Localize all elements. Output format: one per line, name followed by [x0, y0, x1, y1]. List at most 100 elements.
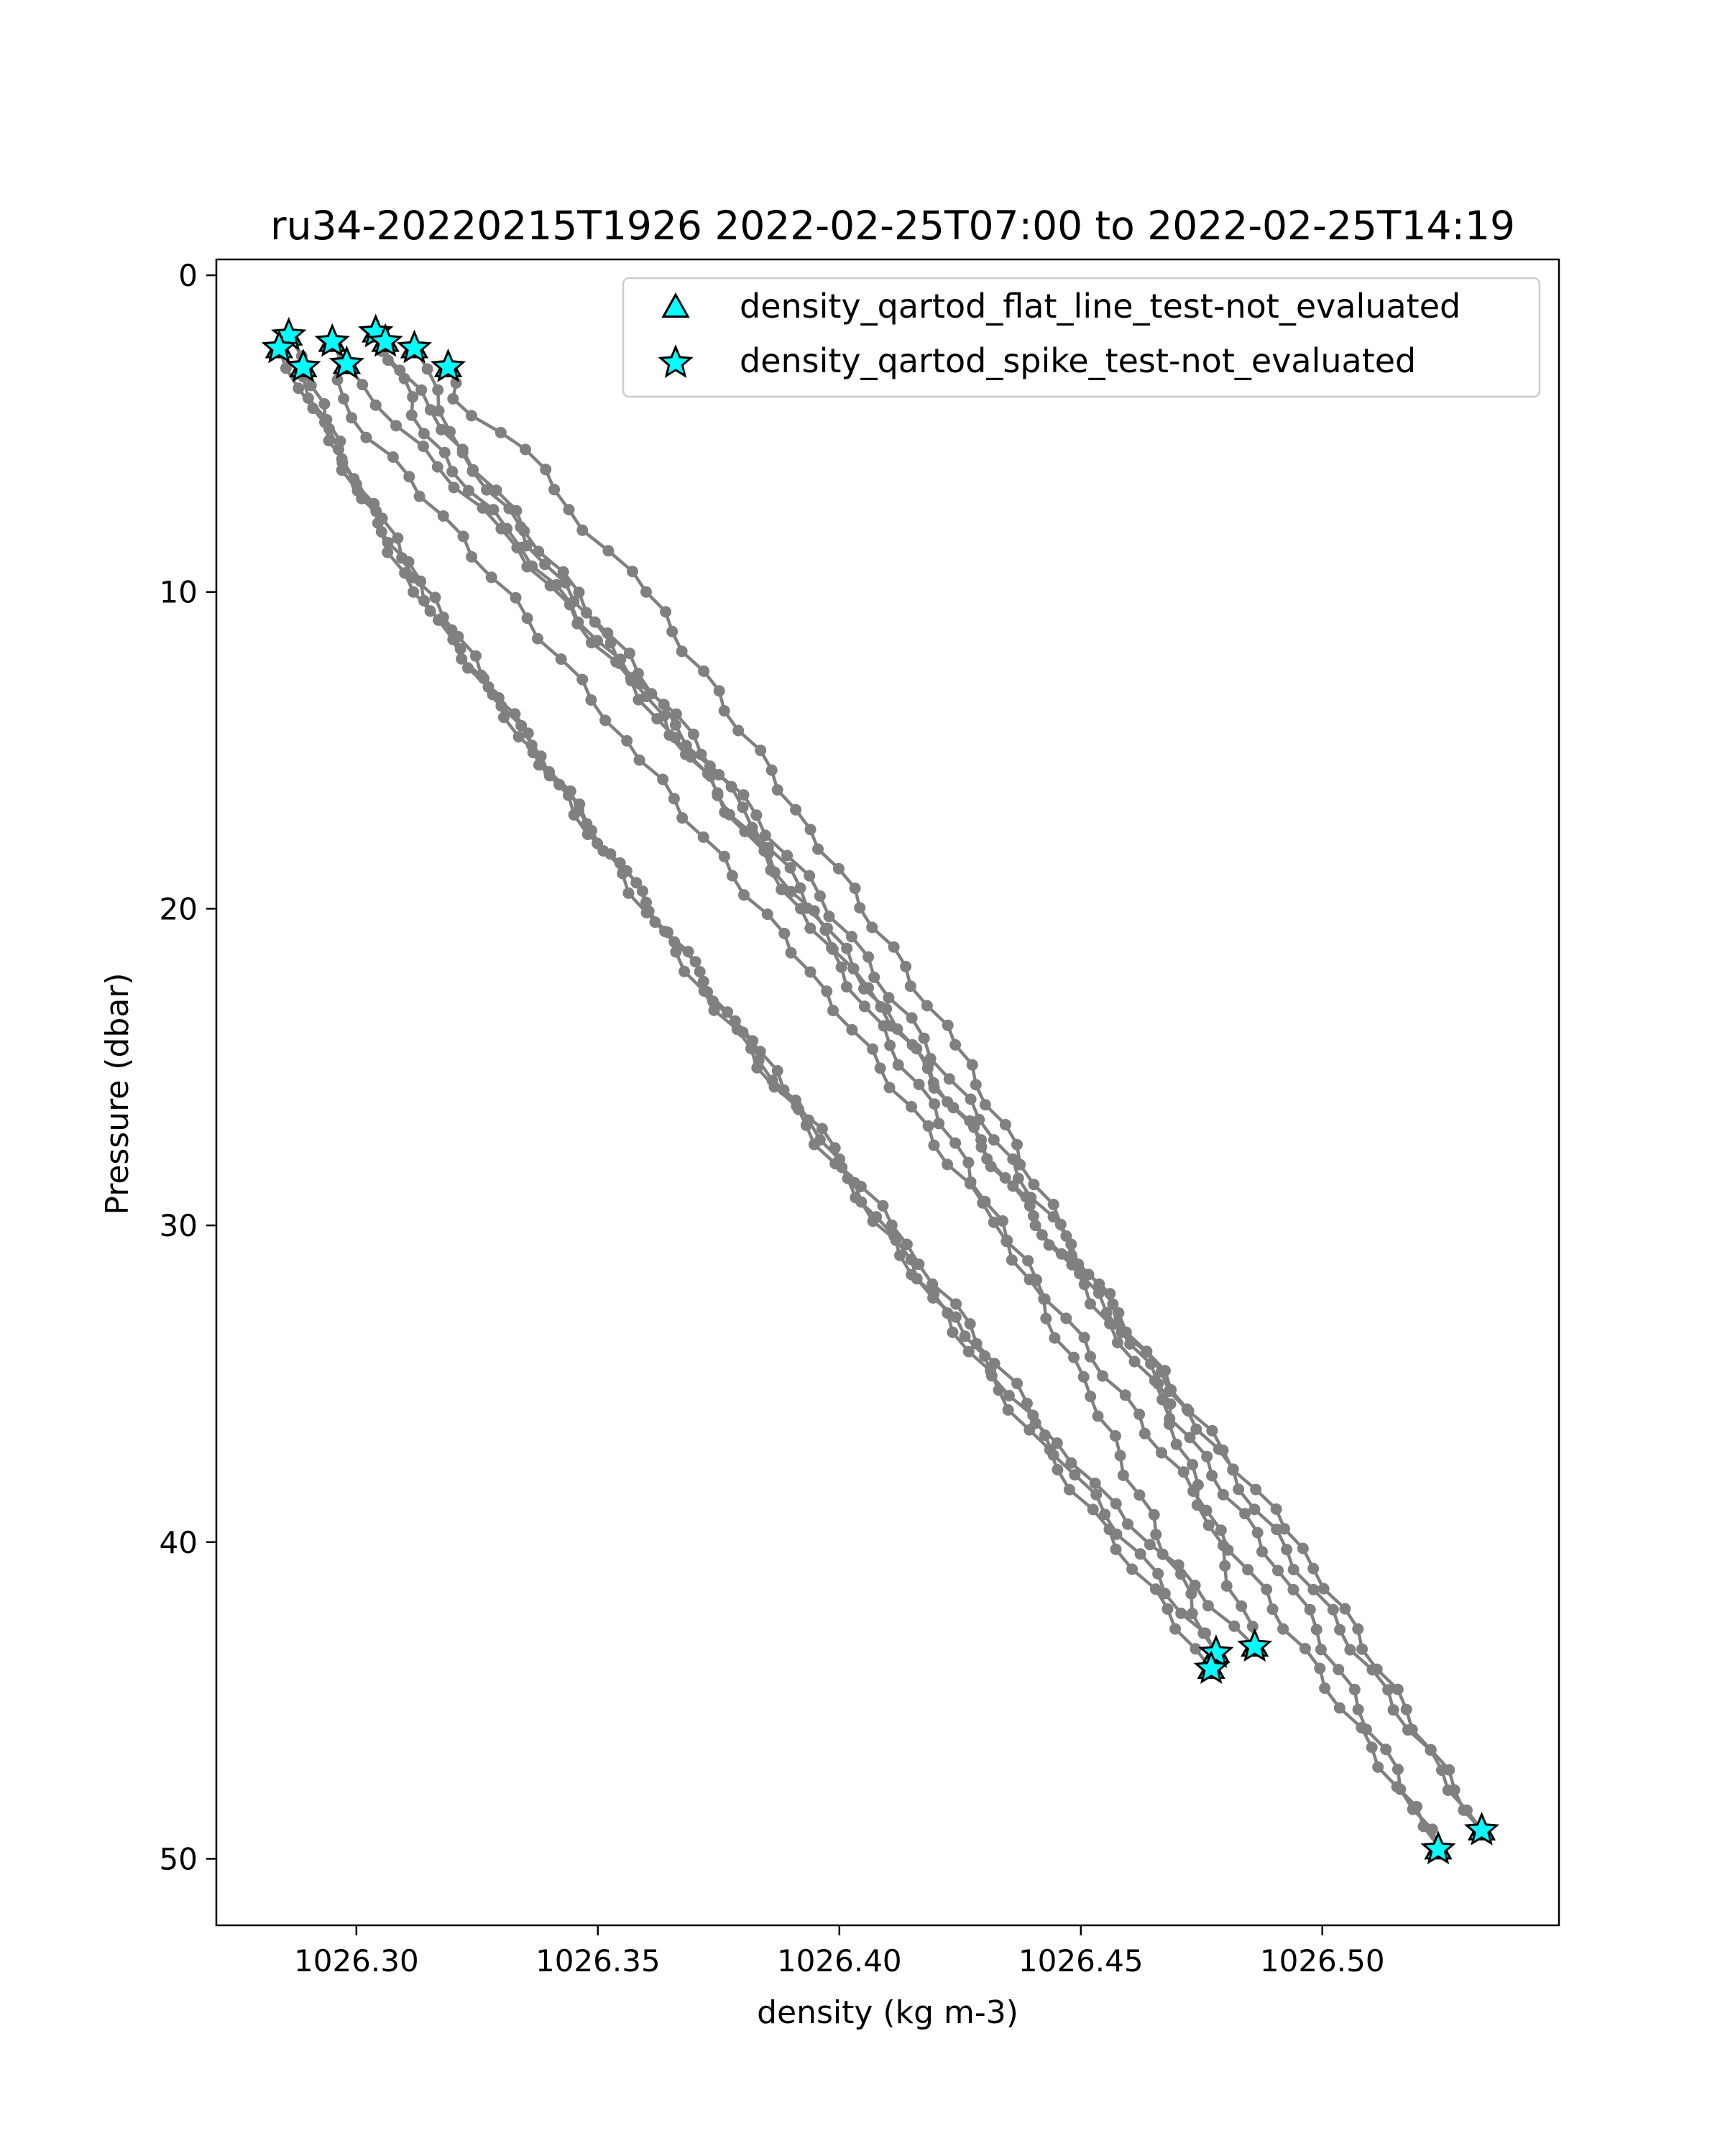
data-point — [1392, 1683, 1404, 1695]
data-point — [625, 672, 637, 684]
data-point — [1197, 1627, 1210, 1639]
data-point — [1090, 1488, 1103, 1501]
data-point — [1270, 1503, 1282, 1515]
data-point — [621, 734, 633, 747]
data-point — [620, 865, 632, 877]
data-point — [913, 1079, 925, 1090]
data-point — [1215, 1524, 1227, 1537]
data-point — [765, 764, 778, 776]
data-point — [515, 521, 527, 533]
data-point — [933, 1118, 945, 1130]
data-point — [437, 612, 449, 623]
data-point — [1220, 1580, 1233, 1592]
data-point — [1206, 1470, 1218, 1482]
data-point — [678, 965, 691, 977]
spike-flag-marker — [1237, 1628, 1273, 1662]
data-point — [573, 804, 584, 816]
data-point — [790, 803, 802, 816]
data-point — [962, 1156, 975, 1169]
data-point — [1029, 1417, 1041, 1429]
data-point — [1085, 1391, 1097, 1403]
data-point — [1219, 1560, 1231, 1572]
data-point — [1159, 1588, 1171, 1600]
profile-line — [331, 341, 1440, 1848]
data-point — [424, 605, 436, 617]
y-axis-label: Pressure (dbar) — [99, 972, 136, 1215]
data-point — [387, 451, 399, 463]
data-point — [950, 1298, 962, 1310]
data-point — [1097, 1370, 1108, 1382]
data-point — [429, 591, 441, 604]
data-point — [942, 1096, 954, 1108]
data-point — [526, 560, 538, 572]
spike-flag-marker — [430, 348, 466, 382]
data-point — [1103, 1524, 1116, 1536]
data-point — [1022, 1255, 1034, 1267]
spike-flag-marker — [261, 329, 298, 364]
data-point — [781, 849, 794, 862]
profile-line — [301, 366, 1256, 1648]
data-point — [1277, 1623, 1289, 1635]
data-point — [712, 787, 724, 799]
data-point — [702, 986, 713, 998]
data-point — [548, 484, 561, 496]
y-axis-ticks: 0 10 20 30 40 50 — [160, 258, 216, 1876]
data-point — [444, 425, 456, 438]
data-point — [490, 484, 502, 497]
data-point — [1202, 1519, 1215, 1531]
data-point — [557, 566, 569, 578]
data-point — [623, 648, 635, 660]
data-point — [446, 466, 459, 478]
data-point — [1074, 1268, 1085, 1280]
data-point — [804, 870, 816, 882]
data-point — [1065, 1457, 1077, 1469]
x-tick-label: 1026.50 — [1260, 1943, 1385, 1978]
data-point — [1077, 1370, 1090, 1383]
data-point — [1380, 1743, 1392, 1756]
data-point — [659, 926, 671, 938]
data-point — [369, 399, 382, 411]
data-point — [975, 1134, 988, 1146]
data-point — [431, 461, 443, 473]
data-point — [532, 632, 543, 645]
data-point — [1001, 1235, 1013, 1247]
data-point — [904, 980, 916, 992]
data-point — [1366, 1741, 1378, 1754]
data-point — [670, 708, 682, 720]
data-point — [1315, 1644, 1327, 1656]
data-point — [1040, 1312, 1052, 1325]
data-point — [726, 870, 738, 882]
data-point — [794, 882, 806, 894]
data-point — [892, 1059, 904, 1071]
profile-line — [446, 366, 1256, 1647]
data-point — [1218, 1539, 1229, 1552]
data-point — [812, 843, 824, 855]
data-point — [776, 883, 788, 895]
data-point — [527, 747, 539, 759]
data-point — [1156, 1447, 1167, 1459]
data-point — [563, 504, 575, 516]
data-point — [1217, 1445, 1229, 1456]
data-point — [356, 379, 369, 391]
data-point — [522, 727, 534, 740]
data-point — [1124, 1338, 1136, 1350]
data-point — [821, 985, 833, 998]
data-point — [1443, 1764, 1455, 1776]
data-point — [319, 416, 331, 428]
data-point — [676, 812, 689, 824]
data-point — [970, 1079, 982, 1091]
data-point — [942, 1158, 954, 1171]
data-point — [658, 710, 670, 722]
data-point — [658, 699, 670, 711]
data-point — [718, 850, 730, 862]
data-point — [862, 982, 875, 994]
data-point — [346, 412, 358, 424]
data-point — [573, 586, 585, 599]
data-point — [1043, 1239, 1055, 1251]
data-point — [804, 922, 816, 934]
data-point — [1170, 1438, 1182, 1450]
legend: density_qartod_flat_line_test-not_evalua… — [622, 277, 1541, 398]
data-point — [737, 1026, 749, 1038]
data-point — [870, 1211, 883, 1223]
data-point — [1425, 1743, 1437, 1756]
